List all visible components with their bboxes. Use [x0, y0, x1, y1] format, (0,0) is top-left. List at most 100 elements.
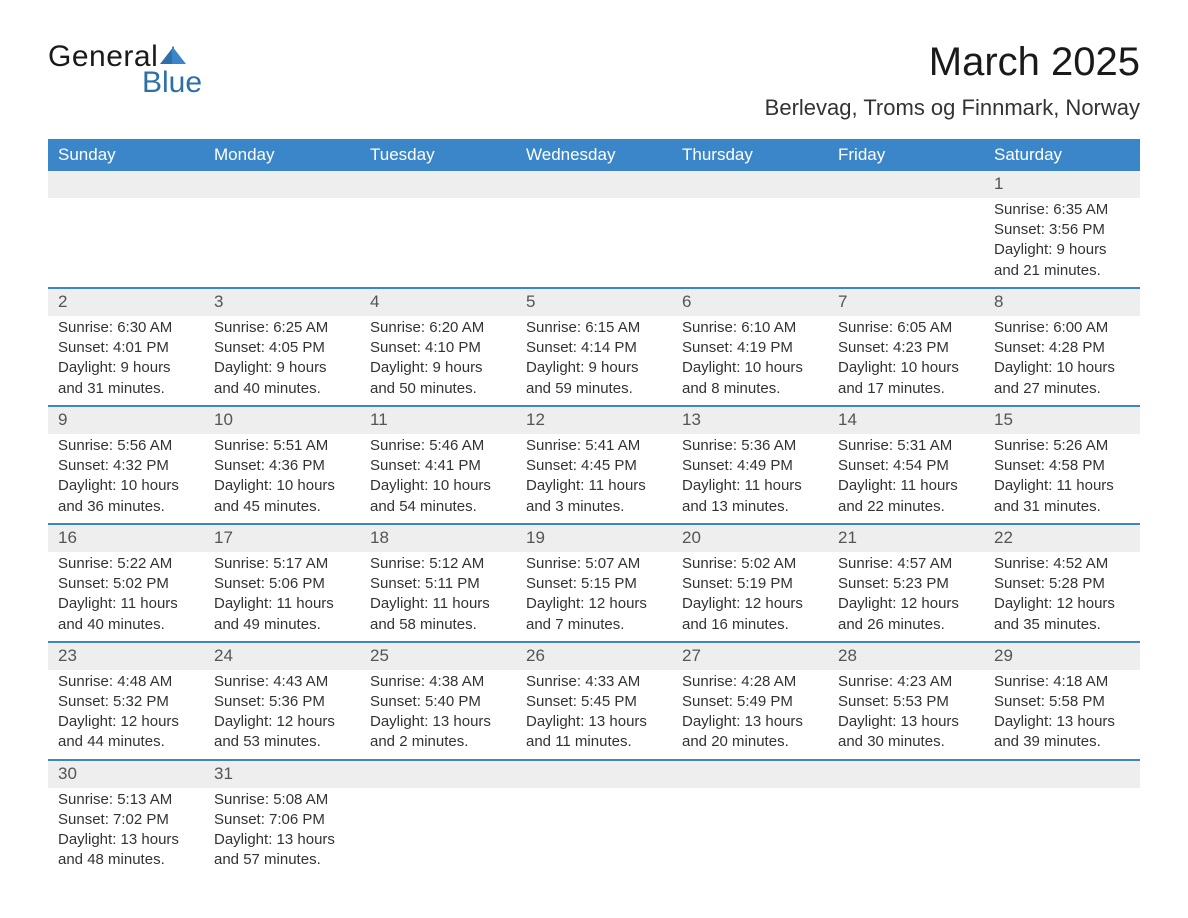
- daylight-text-line1: Daylight: 10 hours: [214, 476, 350, 496]
- sunrise-text: Sunrise: 5:56 AM: [58, 436, 194, 456]
- day-detail-cell: Sunrise: 6:00 AMSunset: 4:28 PMDaylight:…: [984, 316, 1140, 406]
- day-number-cell: 2: [48, 288, 204, 316]
- sunset-text: Sunset: 3:56 PM: [994, 220, 1130, 240]
- weekday-header: Wednesday: [516, 139, 672, 171]
- day-number-cell: 1: [984, 171, 1140, 198]
- daylight-text-line2: and 13 minutes.: [682, 497, 818, 517]
- sunrise-text: Sunrise: 5:12 AM: [370, 554, 506, 574]
- daylight-text-line1: Daylight: 11 hours: [526, 476, 662, 496]
- daylight-text-line2: and 26 minutes.: [838, 615, 974, 635]
- day-detail-cell: Sunrise: 4:18 AMSunset: 5:58 PMDaylight:…: [984, 670, 1140, 760]
- day-number-cell: 12: [516, 406, 672, 434]
- day-detail-row: Sunrise: 5:56 AMSunset: 4:32 PMDaylight:…: [48, 434, 1140, 524]
- day-detail-cell: [516, 198, 672, 288]
- daylight-text-line1: Daylight: 13 hours: [682, 712, 818, 732]
- daylight-text-line1: Daylight: 13 hours: [838, 712, 974, 732]
- sunset-text: Sunset: 4:54 PM: [838, 456, 974, 476]
- logo-triangle-icon: [172, 46, 186, 64]
- day-number-cell: [828, 760, 984, 788]
- daylight-text-line2: and 45 minutes.: [214, 497, 350, 517]
- daylight-text-line2: and 50 minutes.: [370, 379, 506, 399]
- sunset-text: Sunset: 5:53 PM: [838, 692, 974, 712]
- daylight-text-line1: Daylight: 10 hours: [838, 358, 974, 378]
- sunrise-text: Sunrise: 4:48 AM: [58, 672, 194, 692]
- day-detail-row: Sunrise: 6:35 AMSunset: 3:56 PMDaylight:…: [48, 198, 1140, 288]
- day-number-cell: 9: [48, 406, 204, 434]
- sunrise-text: Sunrise: 6:35 AM: [994, 200, 1130, 220]
- day-number-cell: 26: [516, 642, 672, 670]
- sunset-text: Sunset: 4:32 PM: [58, 456, 194, 476]
- day-number-cell: 15: [984, 406, 1140, 434]
- daylight-text-line2: and 48 minutes.: [58, 850, 194, 870]
- daylight-text-line2: and 31 minutes.: [58, 379, 194, 399]
- day-number-cell: 19: [516, 524, 672, 552]
- day-number-cell: 17: [204, 524, 360, 552]
- day-number-cell: [672, 760, 828, 788]
- daylight-text-line1: Daylight: 9 hours: [994, 240, 1130, 260]
- day-detail-cell: Sunrise: 4:57 AMSunset: 5:23 PMDaylight:…: [828, 552, 984, 642]
- daylight-text-line2: and 31 minutes.: [994, 497, 1130, 517]
- sunset-text: Sunset: 4:58 PM: [994, 456, 1130, 476]
- sunrise-text: Sunrise: 5:17 AM: [214, 554, 350, 574]
- daylight-text-line2: and 57 minutes.: [214, 850, 350, 870]
- calendar-table: Sunday Monday Tuesday Wednesday Thursday…: [48, 139, 1140, 877]
- day-number-cell: 13: [672, 406, 828, 434]
- sunset-text: Sunset: 4:23 PM: [838, 338, 974, 358]
- daylight-text-line2: and 3 minutes.: [526, 497, 662, 517]
- daylight-text-line1: Daylight: 10 hours: [370, 476, 506, 496]
- day-detail-cell: [48, 198, 204, 288]
- daylight-text-line2: and 17 minutes.: [838, 379, 974, 399]
- title-block: March 2025 Berlevag, Troms og Finnmark, …: [765, 40, 1140, 121]
- daylight-text-line2: and 44 minutes.: [58, 732, 194, 752]
- sunrise-text: Sunrise: 5:02 AM: [682, 554, 818, 574]
- sunrise-text: Sunrise: 5:22 AM: [58, 554, 194, 574]
- day-number-row: 3031: [48, 760, 1140, 788]
- sunset-text: Sunset: 4:14 PM: [526, 338, 662, 358]
- sunrise-text: Sunrise: 5:31 AM: [838, 436, 974, 456]
- sunset-text: Sunset: 5:28 PM: [994, 574, 1130, 594]
- daylight-text-line1: Daylight: 10 hours: [682, 358, 818, 378]
- daylight-text-line1: Daylight: 10 hours: [58, 476, 194, 496]
- weekday-header: Monday: [204, 139, 360, 171]
- day-number-cell: 5: [516, 288, 672, 316]
- day-number-cell: [516, 760, 672, 788]
- sunset-text: Sunset: 5:23 PM: [838, 574, 974, 594]
- day-number-cell: 16: [48, 524, 204, 552]
- day-detail-cell: Sunrise: 4:28 AMSunset: 5:49 PMDaylight:…: [672, 670, 828, 760]
- day-number-cell: 6: [672, 288, 828, 316]
- day-detail-row: Sunrise: 5:22 AMSunset: 5:02 PMDaylight:…: [48, 552, 1140, 642]
- day-detail-cell: [516, 788, 672, 877]
- sunset-text: Sunset: 5:32 PM: [58, 692, 194, 712]
- day-detail-cell: Sunrise: 5:41 AMSunset: 4:45 PMDaylight:…: [516, 434, 672, 524]
- day-number-cell: 4: [360, 288, 516, 316]
- day-number-cell: [672, 171, 828, 198]
- day-number-cell: 31: [204, 760, 360, 788]
- day-number-cell: 28: [828, 642, 984, 670]
- daylight-text-line2: and 30 minutes.: [838, 732, 974, 752]
- day-detail-cell: Sunrise: 6:10 AMSunset: 4:19 PMDaylight:…: [672, 316, 828, 406]
- day-detail-cell: Sunrise: 4:38 AMSunset: 5:40 PMDaylight:…: [360, 670, 516, 760]
- day-detail-cell: Sunrise: 5:46 AMSunset: 4:41 PMDaylight:…: [360, 434, 516, 524]
- sunset-text: Sunset: 5:58 PM: [994, 692, 1130, 712]
- day-number-row: 16171819202122: [48, 524, 1140, 552]
- sunset-text: Sunset: 4:41 PM: [370, 456, 506, 476]
- sunset-text: Sunset: 5:36 PM: [214, 692, 350, 712]
- brand-text-bottom: Blue: [142, 66, 202, 100]
- weekday-header: Friday: [828, 139, 984, 171]
- sunrise-text: Sunrise: 6:00 AM: [994, 318, 1130, 338]
- daylight-text-line2: and 16 minutes.: [682, 615, 818, 635]
- day-detail-cell: Sunrise: 6:15 AMSunset: 4:14 PMDaylight:…: [516, 316, 672, 406]
- page-title: March 2025: [765, 40, 1140, 85]
- weekday-header: Saturday: [984, 139, 1140, 171]
- daylight-text-line1: Daylight: 12 hours: [526, 594, 662, 614]
- day-detail-cell: Sunrise: 5:12 AMSunset: 5:11 PMDaylight:…: [360, 552, 516, 642]
- day-detail-cell: Sunrise: 4:48 AMSunset: 5:32 PMDaylight:…: [48, 670, 204, 760]
- daylight-text-line2: and 59 minutes.: [526, 379, 662, 399]
- sunset-text: Sunset: 5:06 PM: [214, 574, 350, 594]
- daylight-text-line1: Daylight: 12 hours: [994, 594, 1130, 614]
- sunrise-text: Sunrise: 4:52 AM: [994, 554, 1130, 574]
- day-number-row: 2345678: [48, 288, 1140, 316]
- day-detail-row: Sunrise: 6:30 AMSunset: 4:01 PMDaylight:…: [48, 316, 1140, 406]
- daylight-text-line1: Daylight: 12 hours: [838, 594, 974, 614]
- daylight-text-line1: Daylight: 10 hours: [994, 358, 1130, 378]
